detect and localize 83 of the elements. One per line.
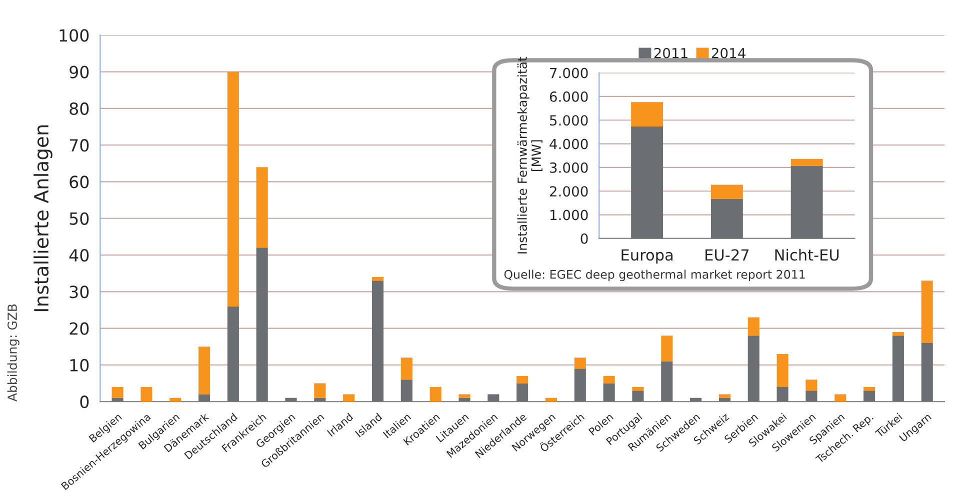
bar xyxy=(864,386,876,391)
y-tick-label: 30 xyxy=(70,286,89,298)
y-tick-label: 0 xyxy=(580,233,588,244)
bar xyxy=(400,380,412,402)
bar xyxy=(488,394,500,402)
bar xyxy=(776,386,788,402)
bar xyxy=(690,398,702,402)
bar xyxy=(661,361,673,402)
legend-label: 2011 xyxy=(654,48,688,58)
bar xyxy=(710,184,743,199)
y-tick-label: 10 xyxy=(70,358,89,372)
bar xyxy=(516,376,528,384)
text: Abbildung: GZB xyxy=(7,304,20,402)
y-tick-label: 6.000 xyxy=(550,91,588,102)
bar xyxy=(790,166,823,238)
bar xyxy=(632,386,644,391)
bar xyxy=(892,332,904,336)
bar xyxy=(343,394,355,402)
bar xyxy=(256,167,268,248)
bar xyxy=(516,383,528,402)
bar xyxy=(112,386,124,398)
y-tick-label: 5.000 xyxy=(550,115,588,126)
bar xyxy=(806,380,818,391)
bar xyxy=(112,398,124,402)
bar xyxy=(574,368,586,402)
legend-label: 2014 xyxy=(712,48,746,58)
bar xyxy=(400,358,412,380)
bar xyxy=(631,102,664,127)
x-tick-label: Nicht-EU xyxy=(775,248,839,261)
bar xyxy=(458,398,470,402)
bar xyxy=(834,394,846,402)
bar xyxy=(892,336,904,402)
y-tick-label: 2.000 xyxy=(550,186,588,197)
x-tick-label: EU-27 xyxy=(706,249,749,261)
bar xyxy=(430,386,442,402)
bar xyxy=(921,280,933,343)
bar xyxy=(603,376,615,384)
y-tick-label: 70 xyxy=(70,139,89,152)
x-tick-label: Europa xyxy=(622,249,673,264)
bar xyxy=(170,398,182,402)
bar xyxy=(256,248,268,402)
bar xyxy=(372,277,384,281)
bar xyxy=(198,394,210,402)
bar xyxy=(227,72,239,306)
y-tick-label: 40 xyxy=(69,248,89,262)
bar xyxy=(776,354,788,387)
bar xyxy=(748,336,760,402)
y-tick-label: 0 xyxy=(80,396,89,408)
y-tick-label: 80 xyxy=(70,102,89,115)
bar xyxy=(227,306,239,402)
y-tick-label: 4.000 xyxy=(550,138,588,150)
y-tick-label: 60 xyxy=(70,176,89,188)
bar xyxy=(372,280,384,402)
bar xyxy=(314,398,326,402)
bar xyxy=(806,390,818,402)
bar xyxy=(314,383,326,398)
y-tick-label: 20 xyxy=(70,322,89,335)
bar xyxy=(718,398,730,402)
bar xyxy=(921,342,933,402)
bar xyxy=(198,346,210,394)
y-tick-label: 3.000 xyxy=(550,162,588,173)
bar xyxy=(458,394,470,398)
y-tick-label: 7.000 xyxy=(550,68,588,78)
bar xyxy=(718,394,730,398)
bar xyxy=(790,158,823,166)
bar xyxy=(285,398,297,402)
bar xyxy=(545,398,558,402)
y-tick-label: 90 xyxy=(70,66,89,78)
y-tick-label: 50 xyxy=(70,212,89,225)
bar xyxy=(710,198,743,238)
bar xyxy=(140,386,152,402)
y-tick-label: 100 xyxy=(60,29,89,42)
bar xyxy=(748,317,760,336)
annotation: Quelle: EGEC deep geothermal market report 2011 xyxy=(504,270,805,282)
y-tick-label: 1.000 xyxy=(550,210,588,220)
bar xyxy=(632,390,644,402)
bar xyxy=(574,358,586,369)
bar xyxy=(631,126,664,238)
bar xyxy=(603,383,615,402)
bar xyxy=(661,336,673,362)
y-axis-title: Installierte Anlagen xyxy=(34,125,52,312)
y-axis-title: Installierte Fernwärmekapazität [MW] xyxy=(517,56,542,254)
bar xyxy=(864,390,876,402)
